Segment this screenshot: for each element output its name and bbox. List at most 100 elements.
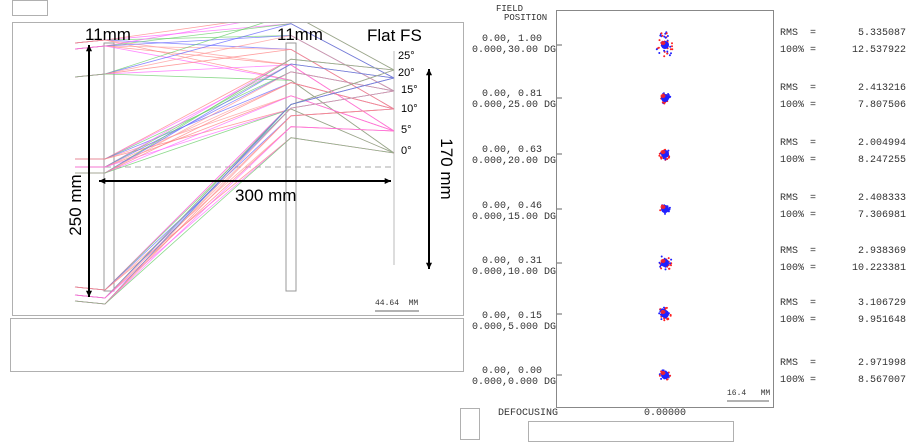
spot-point [666,35,669,37]
spot-cluster [658,148,671,161]
spot-point [655,48,658,51]
angle-label: 0° [401,145,412,157]
spot-point [661,369,664,372]
field-angle-label: 0.000,0.000 DG [472,377,557,388]
spot-point [663,55,666,58]
spot-point [670,52,672,55]
ray-diagram-panel: 11mm 11mm Flat FS 25° 20° 15° 10° 5° 0° 250 mm 300… [12,22,464,316]
fs-height-label: 170 mm [437,138,456,199]
spot-point [659,156,662,159]
spot-point [663,35,666,38]
field-position-label: 0.00, 0.15 [482,311,543,322]
ray-line [75,82,395,174]
spot-point [665,32,668,35]
spot-point [668,96,671,99]
spot-point [671,42,673,45]
ray-scale-label: 44.64 MM [375,299,419,308]
field-position-label: 0.00, 0.00 [482,366,543,377]
spot-point [668,155,671,158]
top-left-box[interactable] [12,0,48,16]
spot-point [667,149,670,152]
spot-core-red [660,310,666,314]
field-angle-label: 0.000,5.000 DG [472,322,557,333]
spot-point [667,257,670,260]
field-position-label: 0.00, 1.00 [482,34,543,45]
spot-diagram-svg [557,31,769,402]
spot-point [664,268,667,271]
spot-point [660,267,663,270]
spot-point [664,158,667,161]
fs-height-arrow-head [425,69,433,76]
spot-point [658,261,661,264]
spot-core-red [660,94,666,98]
spot-point [666,158,669,160]
spot-core-red [660,41,666,45]
length-arrow-head [99,177,106,185]
spot-cluster [658,369,672,381]
spot-point [670,258,673,261]
spot-cluster [659,204,671,215]
spot-point [666,378,669,381]
spot-point [669,374,672,377]
spot-point [668,267,670,270]
ray-line [74,45,395,132]
rms-label: RMS = [780,298,817,309]
pct-value: 10.223381 [851,263,906,274]
spot-point [663,102,666,105]
spot-point [660,377,663,380]
rms-label: RMS = [780,358,817,369]
ray-line [75,58,395,160]
rms-label: RMS = [780,246,817,257]
ray-info-panel [10,318,464,372]
defocus-value: 0.00000 [644,408,687,419]
lens-2-label: 11mm [277,25,323,44]
angle-label: 15° [401,84,418,96]
defocus-input[interactable] [528,421,734,442]
rms-value: 3.106729 [857,298,906,309]
height-label: 250 mm [66,174,85,235]
angle-label: 5° [401,124,412,136]
spot-point [660,255,663,258]
field-position-label: 0.00, 0.81 [482,89,543,100]
spot-point [661,101,664,104]
spot-point [669,45,672,48]
spot-cluster [658,306,672,322]
spot-point [669,313,672,316]
spot-point [667,94,670,97]
rms-value: 2.971998 [857,358,906,369]
field-angle-label: 0.000,25.00 DG [472,100,557,111]
spot-point [659,265,662,268]
spot-point [664,36,667,39]
pct-label: 100% = [780,100,817,111]
defocus-label: DEFOCUSING [498,408,559,419]
field-position-label: 0.00, 0.31 [482,256,543,267]
angle-label: 20° [398,67,415,79]
spot-point [666,52,669,55]
field-position-label: 0.00, 0.46 [482,201,543,212]
rms-value: 2.413216 [857,83,906,94]
spot-cluster [655,31,674,58]
spot-point [658,39,661,42]
spot-point [657,46,660,49]
length-arrow-head [384,177,391,185]
field-header-line1: FIELD [496,4,524,14]
length-label: 300 mm [235,186,296,205]
defocus-checkbox[interactable] [460,408,480,440]
spot-point [659,209,662,212]
rms-label: RMS = [780,83,817,94]
ray-line [74,137,395,305]
height-arrow-head [85,45,93,52]
spot-point [658,373,661,376]
spot-point [663,306,665,309]
spot-point [664,212,666,215]
angle-label: 10° [401,103,418,115]
rms-value: 2.938369 [857,246,906,257]
spot-scale-label: 16.4 MM [727,389,771,398]
field-position-label: 0.00, 0.63 [482,145,543,156]
spot-point [669,262,672,265]
spot-core-red [660,371,666,375]
ray-diagram-svg: 11mm 11mm Flat FS 25° 20° 15° 10° 5° 0° 250 mm 300… [66,23,456,312]
spot-core-red [660,150,666,154]
height-arrow-head [85,290,93,297]
spot-point [668,206,671,209]
